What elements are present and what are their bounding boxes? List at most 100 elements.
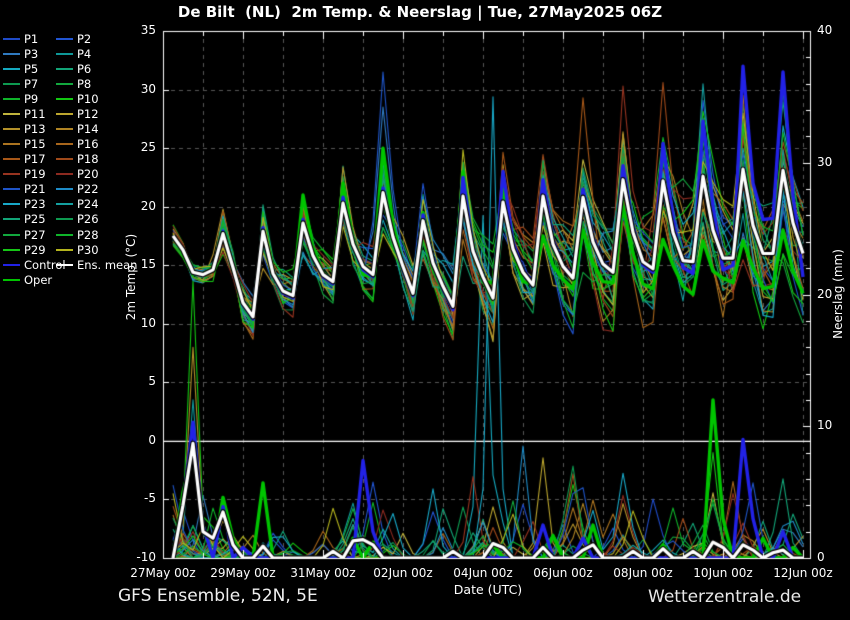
legend-label: P26: [77, 212, 99, 227]
legend-label: P30: [77, 242, 99, 257]
legend-item-p16: P16: [56, 137, 160, 152]
x-tick-label: 29May 00z: [210, 566, 276, 580]
y-left-tick-label: 30: [140, 81, 156, 96]
x-tick-label: 10Jun 00z: [693, 566, 753, 580]
legend-item-p17: P17: [3, 152, 56, 167]
legend-item-p21: P21: [3, 182, 56, 197]
legend-line-swatch: [3, 188, 20, 191]
y-left-tick-label: 35: [140, 23, 156, 37]
legend-line-swatch: [3, 97, 20, 100]
legend-item-p14: P14: [56, 121, 160, 136]
legend-label: P24: [77, 197, 99, 212]
legend-item-p27: P27: [3, 227, 56, 242]
legend-label: P2: [77, 31, 92, 46]
legend-item-p4: P4: [56, 46, 160, 61]
legend-label: P9: [24, 91, 39, 106]
legend-line-swatch: [3, 128, 20, 130]
y-left-tick-label: -5: [144, 491, 156, 506]
legend-label: P29: [24, 242, 46, 257]
legend-label: P13: [24, 122, 46, 136]
legend-line-swatch: [3, 82, 20, 85]
y-right-tick-label: 10: [817, 418, 833, 433]
legend-line-swatch: [3, 112, 20, 115]
legend-label: P12: [77, 106, 99, 121]
legend-line-swatch: [56, 112, 73, 115]
legend-item-p15: P15: [3, 137, 56, 152]
legend-item-p13: P13: [3, 121, 56, 136]
legend-label: Control: [24, 257, 66, 272]
legend-label: Oper: [24, 272, 53, 287]
legend-label: P1: [24, 31, 39, 46]
legend-line-swatch: [3, 173, 20, 176]
legend-line-swatch: [56, 128, 73, 130]
legend-line-swatch: [3, 278, 20, 281]
legend-label: Ens. mean: [77, 257, 138, 272]
legend-item-p6: P6: [56, 61, 160, 76]
legend-item-ens-mean: Ens. mean: [56, 257, 160, 272]
legend-line-swatch: [3, 233, 20, 236]
legend-item-p22: P22: [56, 182, 160, 197]
legend-item-p23: P23: [3, 197, 56, 212]
x-tick-label: 27May 00z: [130, 566, 196, 580]
legend-label: P19: [24, 167, 46, 182]
y-right-tick-label: 20: [817, 286, 833, 301]
y-left-tick-label: 10: [140, 315, 156, 330]
y-left-tick-label: 25: [140, 140, 156, 155]
legend-item-p8: P8: [56, 76, 160, 91]
legend-label: P3: [24, 46, 39, 61]
legend-label: P18: [77, 152, 99, 167]
legend-item-oper: Oper: [3, 272, 56, 287]
legend-item-p26: P26: [56, 212, 160, 227]
legend-line-swatch: [56, 97, 73, 100]
legend-item-p11: P11: [3, 106, 56, 121]
legend-item-control: Control: [3, 257, 66, 272]
legend-line-swatch: [3, 203, 20, 206]
legend-item-p19: P19: [3, 167, 56, 182]
legend-item-p7: P7: [3, 76, 56, 91]
legend-line-swatch: [3, 263, 20, 266]
y-right-tick-label: 0: [817, 550, 825, 564]
legend-label: P21: [24, 182, 46, 197]
legend-item-p10: P10: [56, 91, 160, 106]
legend-line-swatch: [3, 248, 20, 251]
legend-label: P11: [24, 106, 46, 121]
y-left-tick-label: 0: [148, 432, 156, 447]
legend-item-p5: P5: [3, 61, 56, 76]
legend-label: P17: [24, 152, 46, 167]
legend-item-p12: P12: [56, 106, 160, 121]
y-right-tick-label: 30: [817, 154, 833, 169]
legend-line-swatch: [56, 233, 73, 236]
y-left-tick-label: 15: [140, 257, 156, 272]
legend-line-swatch: [56, 203, 73, 206]
legend-item-p20: P20: [56, 167, 160, 182]
legend-line-swatch: [3, 158, 20, 161]
x-tick-label: 06Jun 00z: [533, 566, 593, 580]
legend-line-swatch: [56, 143, 73, 146]
legend-item-p30: P30: [56, 242, 160, 257]
legend-label: P4: [77, 46, 92, 61]
legend-line-swatch: [56, 158, 73, 161]
legend-line-swatch: [56, 188, 73, 191]
model-caption: GFS Ensemble, 52N, 5E: [118, 586, 318, 606]
legend-line-swatch: [3, 37, 20, 40]
legend-line-swatch: [56, 82, 73, 85]
legend-label: P28: [77, 227, 99, 242]
x-axis-label: Date (UTC): [453, 582, 523, 597]
legend-label: P25: [24, 212, 46, 227]
legend-label: P8: [77, 76, 92, 91]
site-caption: Wetterzentrale.de: [648, 587, 802, 607]
legend-label: P5: [24, 61, 39, 76]
legend-line-swatch: [3, 67, 20, 70]
ensemble-legend: P1 P2 P3 P4 P5 P6 P7 P8 P9 P10 P11 P12 P13 P14 P15 P16 P…: [3, 31, 160, 287]
legend-item-p25: P25: [3, 212, 56, 227]
legend-line-swatch: [3, 218, 20, 221]
x-tick-label: 12Jun 00z: [773, 566, 833, 580]
legend-line-swatch: [3, 52, 20, 55]
legend-label: P20: [77, 167, 99, 182]
legend-item-p28: P28: [56, 227, 160, 242]
legend-label: P16: [77, 137, 99, 152]
x-tick-label: 04Jun 00z: [453, 566, 513, 580]
legend-item-p2: P2: [56, 31, 160, 46]
x-tick-label: 31May 00z: [290, 566, 356, 580]
